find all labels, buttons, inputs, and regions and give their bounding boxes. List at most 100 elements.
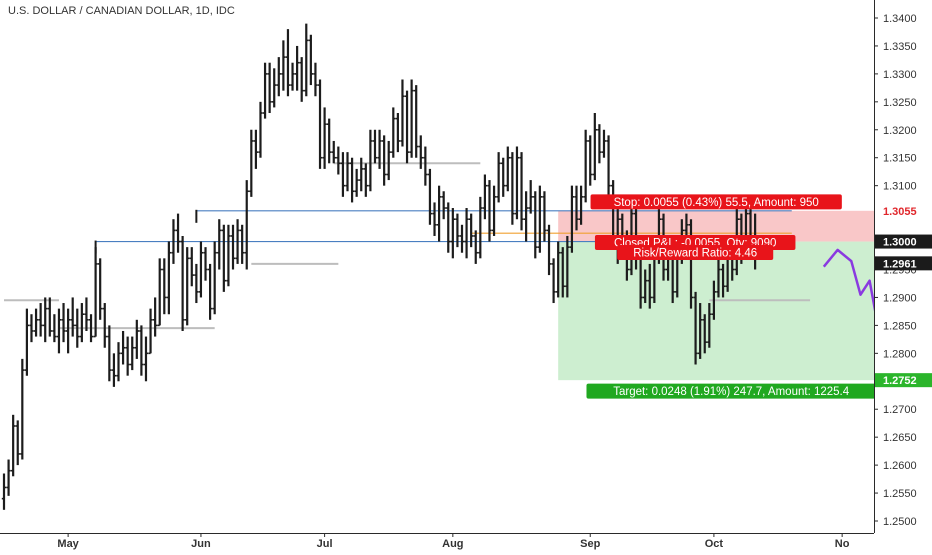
- price-tick-label: 1.2600: [883, 460, 917, 472]
- ohlc-bar-122: [560, 247, 565, 298]
- ohlc-bar-111: [510, 152, 515, 225]
- ohlc-bar-36: [166, 241, 172, 315]
- ohlc-bar-132: [606, 135, 611, 197]
- ohlc-bar-2: [10, 414, 16, 477]
- stop-label: Stop: 0.0055 (0.43%) 55.5, Amount: 950: [590, 194, 842, 210]
- price-tick-label: 1.3350: [883, 41, 917, 53]
- ohlc-bar-104: [478, 196, 483, 259]
- ohlc-bar-74: [340, 152, 346, 197]
- ohlc-bar-51: [235, 219, 240, 264]
- price-tick-label: 1.3250: [883, 97, 917, 109]
- ohlc-bar-43: [198, 241, 204, 298]
- ohlc-bar-33: [152, 297, 158, 337]
- ohlc-bar-121: [555, 241, 561, 298]
- ohlc-bar-42: [194, 263, 199, 304]
- price-tag-1.3055: 1.3055: [875, 203, 932, 218]
- ohlc-bar-3: [15, 420, 20, 466]
- ohlc-bar-5: [24, 308, 30, 376]
- ohlc-bar-93: [427, 168, 433, 225]
- ohlc-bar-50: [230, 224, 236, 270]
- price-tick-label: 1.2900: [883, 292, 917, 304]
- ohlc-bar-67: [308, 34, 314, 86]
- ohlc-bar-150: [688, 219, 694, 309]
- price-tag-bg: [875, 203, 932, 218]
- ohlc-bar-49: [226, 224, 231, 287]
- ohlc-bar-112: [514, 146, 520, 220]
- price-tick-label: 1.2700: [883, 404, 917, 416]
- price-tag-text: 1.3055: [883, 206, 917, 218]
- ohlc-bar-68: [313, 62, 318, 97]
- ohlc-bar-94: [432, 202, 437, 236]
- ohlc-bar-0: [1, 473, 7, 510]
- ohlc-bar-40: [185, 247, 190, 326]
- ohlc-bar-106: [487, 180, 492, 242]
- ohlc-bar-27: [125, 336, 130, 376]
- ohlc-bar-8: [38, 303, 43, 337]
- time-axis-background: [0, 533, 932, 550]
- time-tick-label-May: May: [57, 538, 79, 550]
- price-tag-text: 1.3000: [883, 237, 917, 249]
- ohlc-bar-107: [491, 185, 497, 236]
- ohlc-bar-79: [363, 163, 369, 197]
- ohlc-bar-65: [299, 57, 304, 102]
- time-tick-label-Jun: Jun: [191, 538, 211, 550]
- price-tick-label: 1.2500: [883, 516, 917, 528]
- ohlc-bar-126: [578, 185, 584, 225]
- ohlc-bar-71: [326, 118, 332, 164]
- ohlc-bar-98: [450, 208, 456, 259]
- ohlc-bar-118: [542, 191, 547, 242]
- ohlc-bar-130: [597, 124, 602, 164]
- risk-reward-label: Risk/Reward Ratio: 4.46: [617, 245, 774, 261]
- ohlc-bar-85: [391, 107, 396, 158]
- ohlc-bar-116: [533, 191, 538, 259]
- ohlc-bar-125: [574, 185, 579, 231]
- ohlc-bar-102: [468, 213, 474, 248]
- ohlc-bar-101: [464, 208, 469, 259]
- ohlc-bar-28: [130, 336, 135, 371]
- ohlc-bar-90: [414, 85, 419, 158]
- projection-path: [822, 248, 890, 381]
- ohlc-bar-66: [304, 23, 309, 97]
- ohlc-bar-56: [258, 101, 263, 158]
- ohlc-bar-119: [546, 224, 552, 276]
- ohlc-bar-153: [702, 314, 707, 354]
- price-tick-label: 1.2550: [883, 488, 917, 500]
- ohlc-bar-156: [716, 258, 721, 298]
- ohlc-bar-13: [61, 303, 66, 343]
- chart-title: U.S. DOLLAR / CANADIAN DOLLAR, 1D, IDC: [8, 5, 235, 17]
- ohlc-bar-37: [171, 219, 176, 264]
- ohlc-bar-97: [446, 202, 451, 253]
- ohlc-bar-140: [643, 269, 648, 304]
- ohlc-bar-55: [253, 129, 259, 169]
- ohlc-bar-29: [134, 319, 140, 359]
- ohlc-bar-34: [157, 258, 162, 327]
- price-tag-bg: [875, 234, 932, 249]
- price-tag-text: 1.2752: [883, 375, 917, 387]
- ohlc-bar-103: [473, 230, 478, 264]
- ohlc-bar-89: [409, 79, 414, 158]
- ohlc-bar-76: [349, 157, 355, 203]
- ohlc-bar-17: [79, 303, 85, 343]
- ohlc-bar-81: [372, 129, 378, 164]
- ohlc-bar-151: [693, 291, 698, 365]
- price-tick-label: 1.3150: [883, 153, 917, 165]
- ohlc-bar-31: [143, 336, 149, 382]
- ohlc-bar-30: [139, 325, 144, 376]
- ohlc-bar-99: [455, 213, 460, 248]
- ohlc-bar-96: [441, 191, 446, 220]
- time-tick-label-Jul: Jul: [317, 538, 333, 550]
- ohlc-bar-62: [285, 29, 291, 97]
- ohlc-bar-47: [217, 219, 222, 270]
- ohlc-bars: [1, 23, 758, 510]
- price-tag-1.2961: 1.2961: [875, 256, 932, 271]
- price-tick-label: 1.3300: [883, 69, 917, 81]
- stop-label-text: Stop: 0.0055 (0.43%) 55.5, Amount: 950: [614, 197, 819, 209]
- ohlc-bar-6: [29, 314, 34, 343]
- ohlc-bar-35: [162, 258, 167, 315]
- target-label-bg: [586, 383, 876, 399]
- ohlc-bar-22: [102, 303, 107, 348]
- time-tick-label-Oct: Oct: [705, 538, 724, 550]
- ohlc-bar-157: [720, 263, 726, 298]
